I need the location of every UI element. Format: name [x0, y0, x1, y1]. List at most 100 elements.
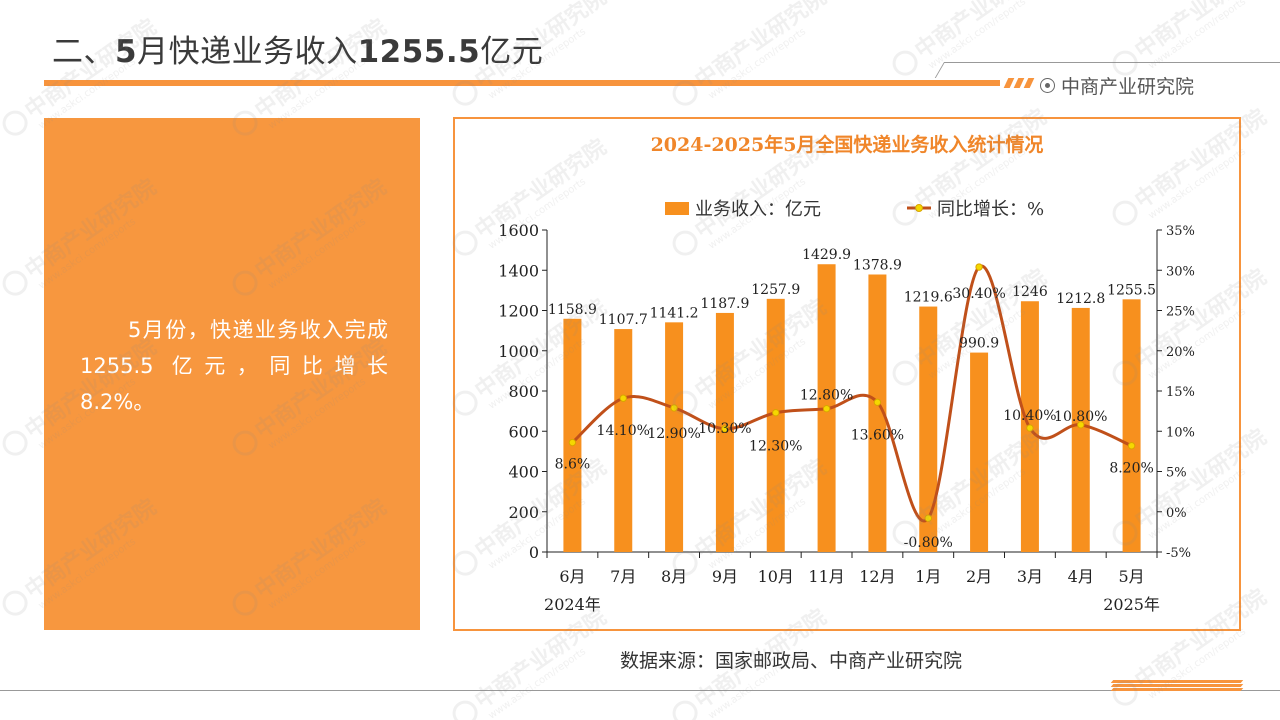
growth-value-label: 12.80%	[800, 388, 853, 404]
x-tick-label: 10月	[758, 567, 794, 586]
brand-logo: 中商产业研究院	[1040, 72, 1194, 99]
bar	[563, 318, 582, 552]
growth-value-label: 12.30%	[749, 439, 802, 455]
watermark-logo-icon	[2, 590, 28, 616]
summary-panel: 5月份，快递业务收入完成 1255.5 亿元，同比增长 8.2%。	[44, 118, 420, 630]
bar-value-label: 1255.5	[1107, 282, 1156, 298]
x-tick-label: 3月	[1017, 567, 1043, 586]
watermark-subtext: www.askci.com/reports	[927, 0, 1028, 72]
growth-point	[568, 438, 577, 447]
bar-value-label: 1429.9	[802, 247, 851, 263]
bar	[1071, 307, 1090, 552]
growth-value-label: 30.40%	[952, 286, 1005, 302]
bar	[614, 329, 633, 552]
growth-value-label: 14.10%	[597, 423, 650, 439]
legend-bar-swatch	[665, 202, 689, 215]
watermark-logo-icon	[2, 270, 28, 296]
growth-value-label: 10.80%	[1054, 409, 1107, 425]
chart-container: 2024-2025年5月全国快递业务收入统计情况 业务收入：亿元 同比增长：% 0 20…	[453, 117, 1241, 631]
bar	[970, 352, 989, 552]
growth-point	[1026, 424, 1034, 432]
y-tick-label: 1000	[498, 342, 539, 361]
growth-value-label: 10.40%	[1003, 408, 1056, 424]
bar	[868, 274, 887, 552]
growth-value-label: 10.30%	[698, 421, 751, 437]
y2-tick-label: 20%	[1166, 345, 1195, 360]
bar-value-label: 1219.6	[904, 290, 953, 306]
footer-rule	[0, 690, 1280, 691]
growth-value-label: 13.60%	[851, 427, 904, 443]
growth-value-label: 8.6%	[555, 457, 591, 473]
watermark-subtext: www.askci.com/reports	[1147, 0, 1248, 72]
summary-text: 5月份，快递业务收入完成 1255.5 亿元，同比增长 8.2%。	[80, 318, 388, 414]
bar-value-label: 1246	[1012, 284, 1048, 300]
x-tick-label: 7月	[610, 567, 636, 586]
growth-point	[873, 398, 882, 406]
bar-value-label: 1158.9	[548, 302, 597, 318]
bar-value-label: 1257.9	[751, 282, 800, 298]
bar-value-label: 1141.2	[650, 305, 699, 321]
y2-tick-label: 10%	[1166, 425, 1195, 440]
year-label-start: 2024年	[544, 595, 601, 614]
watermark-text: 中商产业研究院	[910, 0, 1051, 64]
y-tick-label: 0	[529, 543, 539, 562]
chart-title: 2024-2025年5月全国快递业务收入统计情况	[651, 133, 1044, 156]
watermark-subtext: www.askci.com/reports	[487, 646, 588, 720]
bar	[1122, 299, 1141, 552]
legend-line-marker	[915, 204, 923, 212]
growth-point	[721, 425, 729, 433]
x-tick-label: 6月	[559, 567, 585, 586]
y-tick-label: 800	[508, 382, 539, 401]
x-tick-label: 4月	[1068, 567, 1094, 586]
y-tick-label: 1600	[498, 221, 539, 240]
x-tick-label: 9月	[712, 567, 738, 586]
growth-value-label: 8.20%	[1109, 461, 1153, 477]
y2-tick-label: 25%	[1166, 305, 1195, 320]
growth-point	[822, 405, 831, 413]
watermark-subtext: www.askci.com/reports	[707, 26, 808, 101]
bar-value-label: 990.9	[959, 336, 999, 352]
y-tick-label: 1200	[498, 302, 539, 321]
growth-point	[619, 394, 627, 402]
growth-point	[924, 514, 932, 522]
y-tick-label: 600	[508, 422, 539, 441]
x-tick-label: 12月	[859, 567, 895, 586]
watermark-logo-icon	[892, 50, 918, 76]
growth-point	[975, 263, 983, 271]
y2-tick-label: 30%	[1166, 264, 1195, 279]
growth-value-label: -0.80%	[904, 535, 953, 551]
y-tick-label: 1400	[498, 261, 539, 280]
growth-point	[772, 409, 780, 417]
y2-tick-label: 15%	[1166, 385, 1195, 400]
growth-point	[670, 404, 678, 412]
page-title: 二、5月快递业务收入1255.5亿元	[52, 34, 544, 70]
watermark-logo-icon	[2, 430, 28, 456]
bar-value-label: 1187.9	[700, 296, 749, 312]
watermark-logo-icon	[452, 700, 478, 720]
y2-tick-label: 35%	[1166, 224, 1195, 239]
logo-circle-icon	[1040, 78, 1055, 93]
year-label-end: 2025年	[1103, 595, 1160, 614]
x-tick-label: 8月	[661, 567, 687, 586]
footer-stripes	[1110, 680, 1244, 692]
watermark-logo-icon	[2, 110, 28, 136]
header-slant-rule	[934, 62, 945, 78]
y2-tick-label: 5%	[1166, 466, 1187, 481]
y-tick-label: 400	[508, 463, 539, 482]
header-stripes	[1003, 78, 1035, 88]
x-tick-label: 11月	[808, 567, 844, 586]
y2-tick-label: 0%	[1166, 506, 1187, 521]
x-tick-label: 1月	[915, 567, 941, 586]
growth-value-label: 12.90%	[647, 426, 700, 442]
bar	[919, 306, 938, 552]
bar-value-label: 1378.9	[853, 257, 902, 273]
growth-point	[1127, 442, 1136, 450]
y-tick-label: 200	[508, 503, 539, 522]
x-tick-label: 5月	[1118, 567, 1144, 586]
watermark-logo-icon	[672, 700, 698, 720]
x-tick-label: 2月	[966, 567, 992, 586]
bar	[665, 322, 684, 552]
